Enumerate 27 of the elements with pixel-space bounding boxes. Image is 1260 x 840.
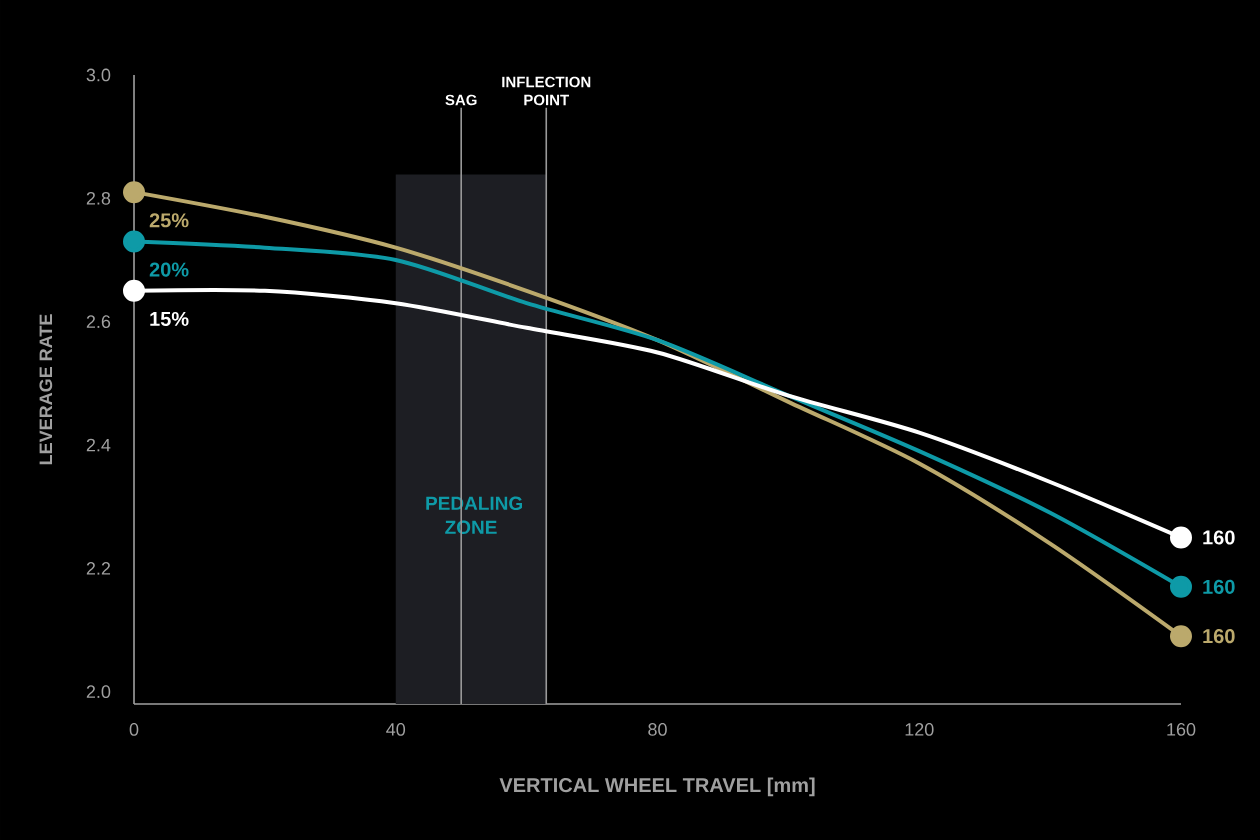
series-label: 25% [149,213,189,228]
y-tick-label: 2.6 [86,315,111,329]
x-tick-label: 40 [386,723,406,736]
y-tick-label: 2.8 [86,191,111,205]
series-label: 20% [149,262,189,277]
y-tick-label: 2.4 [86,438,111,452]
x-tick-label: 80 [648,723,667,736]
text: 160 [1203,530,1235,545]
x-tick-label: 0 [129,723,139,736]
x-tick-label: 120 [905,723,934,736]
series-label: 15% [150,311,189,326]
point [123,181,146,204]
x-axis-title: VERTICAL WHEEL TRAVEL [mm] [499,777,815,797]
x-tick-label: 160 [1167,723,1196,736]
y-tick-label: 3.0 [86,68,111,82]
y-axis-title: LEVERAGE RATE [39,314,53,465]
y-tick-label: 2.2 [86,562,111,575]
point [123,279,146,302]
point [1170,625,1192,648]
text: 160 [1203,629,1235,644]
ref-line-label: INFLECTION POINT [502,76,591,106]
point [1170,575,1192,598]
text: 160 [1203,579,1235,594]
y-tick-label: 2.0 [86,685,111,699]
ref-line-label: SAG [445,94,477,106]
point [1170,526,1192,549]
point [123,230,146,253]
